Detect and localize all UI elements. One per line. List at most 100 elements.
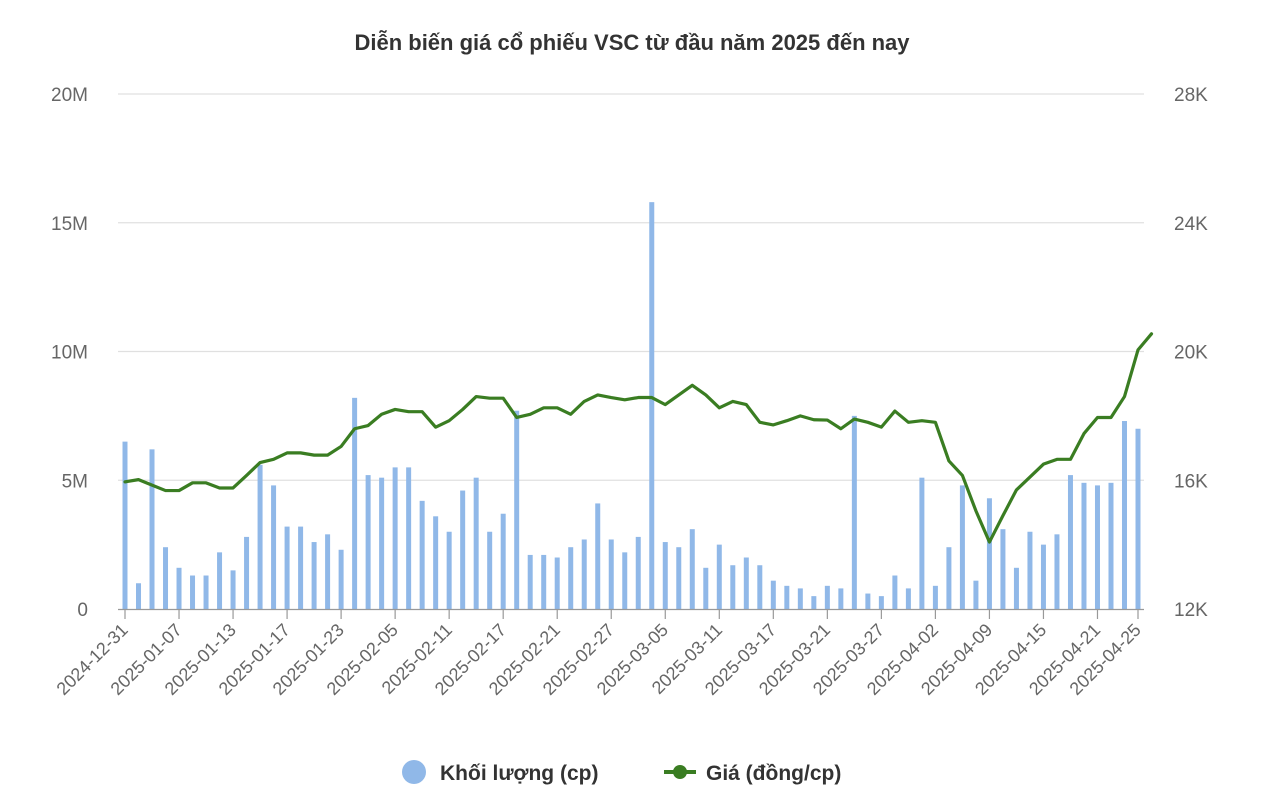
volume-bar[interactable] — [365, 475, 371, 609]
volume-bar[interactable] — [811, 596, 817, 610]
volume-bar[interactable] — [473, 477, 479, 609]
volume-bar[interactable] — [352, 397, 358, 609]
left-axis-ticks: 0 5M 10M 15M 20M — [51, 85, 88, 621]
volume-bar[interactable] — [1081, 482, 1087, 609]
volume-bar[interactable] — [770, 580, 776, 609]
right-tick-label: 24K — [1174, 214, 1208, 235]
volume-bar[interactable] — [689, 529, 695, 609]
legend-volume-label: Khối lượng (cp) — [440, 762, 598, 785]
volume-bar[interactable] — [163, 547, 169, 609]
volume-bar[interactable] — [460, 490, 466, 609]
volume-bar[interactable] — [230, 570, 236, 610]
volume-bar[interactable] — [919, 477, 925, 609]
volume-bar[interactable] — [244, 536, 250, 609]
price-line-layer — [123, 332, 1154, 544]
volume-bar[interactable] — [1040, 544, 1046, 610]
volume-bar[interactable] — [878, 596, 884, 610]
volume-bar[interactable] — [865, 593, 871, 609]
volume-bar[interactable] — [635, 536, 641, 609]
volume-bar[interactable] — [784, 585, 790, 609]
volume-bar[interactable] — [649, 202, 655, 609]
chart-title: Diễn biến giá cổ phiếu VSC từ đầu năm 20… — [354, 30, 910, 55]
volume-bar[interactable] — [824, 585, 830, 609]
volume-bar[interactable] — [608, 539, 614, 609]
volume-bar[interactable] — [851, 415, 857, 610]
volume-bar[interactable] — [1013, 567, 1019, 609]
volume-bar[interactable] — [433, 516, 439, 609]
volume-bar[interactable] — [662, 542, 668, 609]
volume-bar[interactable] — [1027, 531, 1033, 609]
volume-bar[interactable] — [1000, 529, 1006, 609]
volume-bar[interactable] — [514, 410, 520, 609]
volume-bar[interactable] — [932, 585, 938, 609]
volume-bar[interactable] — [946, 547, 952, 609]
left-tick-label: 20M — [51, 85, 88, 106]
volume-bar[interactable] — [1135, 428, 1141, 609]
volume-bar[interactable] — [311, 542, 317, 609]
volume-bar[interactable] — [973, 580, 979, 609]
volume-bar[interactable] — [487, 531, 493, 609]
volume-bar[interactable] — [1108, 482, 1114, 609]
left-tick-label: 15M — [51, 214, 88, 235]
volume-bar[interactable] — [379, 477, 385, 609]
volume-bar[interactable] — [622, 552, 628, 609]
x-axis-ticks: 2024-12-312025-01-072025-01-132025-01-17… — [53, 609, 1145, 699]
volume-bar[interactable] — [1054, 534, 1060, 609]
legend-item-price[interactable]: Giá (đồng/cp) — [664, 762, 841, 785]
volume-bars — [122, 202, 1141, 610]
volume-bar[interactable] — [325, 534, 331, 609]
volume-bar[interactable] — [568, 547, 574, 609]
volume-bar[interactable] — [284, 526, 290, 609]
volume-bar[interactable] — [892, 575, 898, 609]
volume-bar[interactable] — [217, 552, 223, 609]
volume-bar[interactable] — [500, 513, 506, 609]
right-axis-ticks: 12K 16K 20K 24K 28K — [1174, 85, 1208, 621]
volume-bar[interactable] — [757, 565, 763, 609]
volume-bar[interactable] — [703, 567, 709, 609]
right-tick-label: 12K — [1174, 600, 1208, 621]
volume-bar[interactable] — [743, 557, 749, 610]
volume-bar[interactable] — [1067, 475, 1073, 609]
legend: Khối lượng (cp) Giá (đồng/cp) — [402, 760, 841, 785]
volume-bar[interactable] — [905, 588, 911, 609]
volume-bar[interactable] — [527, 554, 533, 609]
grid-lines — [118, 93, 1144, 481]
volume-bar[interactable] — [338, 549, 344, 609]
volume-bar[interactable] — [986, 498, 992, 609]
volume-bar[interactable] — [149, 449, 155, 609]
volume-bar[interactable] — [541, 554, 547, 609]
volume-bar[interactable] — [392, 467, 398, 610]
volume-bar[interactable] — [190, 575, 196, 609]
volume-bar[interactable] — [298, 526, 304, 609]
volume-bar[interactable] — [203, 575, 209, 609]
volume-bar[interactable] — [271, 485, 277, 609]
volume-bar[interactable] — [1121, 421, 1127, 609]
volume-bar[interactable] — [176, 567, 182, 609]
volume-bar[interactable] — [838, 588, 844, 609]
volume-bar[interactable] — [959, 485, 965, 609]
right-tick-label: 20K — [1174, 343, 1208, 364]
volume-bar[interactable] — [554, 557, 560, 610]
legend-price-marker — [673, 765, 687, 779]
volume-bar[interactable] — [1094, 485, 1100, 609]
volume-bar[interactable] — [406, 467, 412, 610]
volume-bar[interactable] — [446, 531, 452, 609]
volume-bar[interactable] — [581, 539, 587, 609]
volume-bar[interactable] — [136, 583, 142, 609]
volume-bar[interactable] — [716, 544, 722, 610]
legend-item-volume[interactable]: Khối lượng (cp) — [402, 760, 598, 785]
price-line[interactable] — [123, 332, 1154, 544]
left-tick-label: 0 — [77, 600, 88, 621]
volume-bar[interactable] — [730, 565, 736, 609]
volume-bar[interactable] — [122, 441, 128, 610]
volume-bar[interactable] — [257, 464, 263, 609]
legend-volume-marker — [402, 760, 426, 784]
left-tick-label: 5M — [62, 471, 88, 492]
volume-bar[interactable] — [797, 588, 803, 609]
volume-bar[interactable] — [595, 503, 601, 609]
right-tick-label: 28K — [1174, 85, 1208, 106]
volume-bar[interactable] — [676, 547, 682, 609]
volume-bar[interactable] — [419, 500, 425, 609]
